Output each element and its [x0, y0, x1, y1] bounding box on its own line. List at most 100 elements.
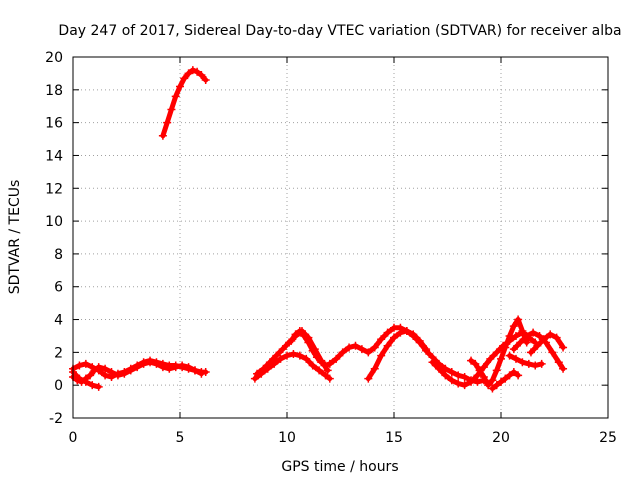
data-point — [158, 363, 167, 372]
y-tick-label: 12 — [45, 181, 63, 197]
data-point — [94, 363, 103, 372]
data-point — [475, 366, 484, 375]
y-tick-label: 0 — [54, 378, 63, 394]
series-sat-l — [509, 328, 568, 373]
data-point — [484, 381, 493, 390]
data-point — [447, 368, 456, 377]
data-point — [193, 67, 202, 76]
data-point — [460, 372, 469, 381]
data-point — [300, 331, 309, 340]
data-point — [422, 345, 431, 354]
data-point — [113, 371, 122, 380]
series-sat-d — [158, 66, 210, 140]
x-tick-label: 25 — [599, 430, 617, 446]
data-point — [88, 381, 97, 390]
data-point — [509, 368, 518, 377]
data-point — [505, 331, 514, 340]
data-point — [509, 345, 518, 354]
data-point — [133, 363, 142, 372]
x-tick-label: 10 — [278, 430, 296, 446]
data-point — [291, 330, 300, 339]
data-point — [272, 351, 281, 360]
data-point — [505, 371, 514, 380]
data-point — [201, 75, 210, 84]
y-tick-label: 6 — [54, 280, 63, 296]
data-point — [377, 351, 386, 360]
data-point — [559, 343, 568, 352]
data-point — [441, 371, 450, 380]
data-point — [338, 348, 347, 357]
data-point — [171, 92, 180, 101]
data-point — [467, 377, 476, 386]
data-point — [539, 335, 548, 344]
x-tick-label: 5 — [176, 430, 185, 446]
data-point — [524, 359, 533, 368]
data-point — [518, 327, 527, 336]
data-point — [304, 338, 313, 347]
y-axis-title: SDTVAR / TECUs — [7, 180, 23, 295]
data-point — [390, 333, 398, 342]
data-point — [529, 328, 538, 337]
data-point — [370, 343, 379, 352]
data-point — [471, 359, 480, 368]
data-point — [171, 363, 180, 372]
data-point — [514, 315, 523, 324]
data-point — [501, 343, 510, 352]
data-point — [396, 328, 405, 337]
data-point — [488, 384, 497, 393]
data-point — [409, 330, 418, 339]
series-sat-h — [364, 327, 431, 383]
data-point — [559, 364, 568, 373]
data-point — [383, 328, 392, 337]
data-point — [434, 364, 443, 373]
data-point — [460, 381, 469, 390]
data-point — [317, 358, 326, 367]
data-point — [107, 368, 116, 377]
y-tick-label: 16 — [45, 116, 63, 132]
data-point — [94, 382, 103, 391]
data-point — [492, 381, 501, 390]
series-sat-c — [69, 368, 103, 391]
data-point — [535, 331, 544, 340]
series-sat-k — [488, 368, 523, 393]
data-point — [370, 364, 379, 373]
data-point — [531, 361, 540, 370]
data-point — [321, 371, 330, 380]
data-point — [548, 348, 557, 357]
data-point — [505, 351, 514, 360]
data-point — [120, 369, 129, 378]
data-point — [101, 364, 110, 373]
data-point — [323, 366, 332, 375]
data-point — [447, 376, 456, 385]
y-tick-label: 4 — [54, 313, 63, 329]
data-point — [415, 336, 424, 345]
y-tick-label: -2 — [49, 411, 63, 427]
data-point — [158, 131, 167, 140]
data-point — [332, 354, 341, 363]
data-point — [383, 341, 392, 350]
data-point — [90, 366, 99, 375]
data-point — [509, 322, 518, 331]
data-point — [428, 358, 437, 367]
data-point — [377, 335, 386, 344]
data-point — [467, 356, 476, 365]
data-point — [325, 359, 334, 368]
data-point — [178, 361, 187, 370]
series-trace — [528, 331, 566, 355]
data-point — [287, 336, 296, 345]
data-point — [295, 351, 304, 360]
data-point — [546, 330, 555, 339]
data-point — [81, 377, 90, 386]
data-point — [497, 354, 505, 363]
x-axis-title: GPS time / hours — [281, 459, 398, 475]
data-point — [86, 371, 95, 380]
data-point — [312, 353, 321, 362]
data-point — [357, 345, 366, 354]
data-point — [257, 369, 266, 378]
y-tick-label: 18 — [45, 83, 63, 99]
x-tick-label: 15 — [385, 430, 403, 446]
data-point — [321, 361, 330, 370]
data-point — [276, 354, 285, 363]
data-point — [270, 359, 279, 368]
data-point — [197, 71, 206, 80]
